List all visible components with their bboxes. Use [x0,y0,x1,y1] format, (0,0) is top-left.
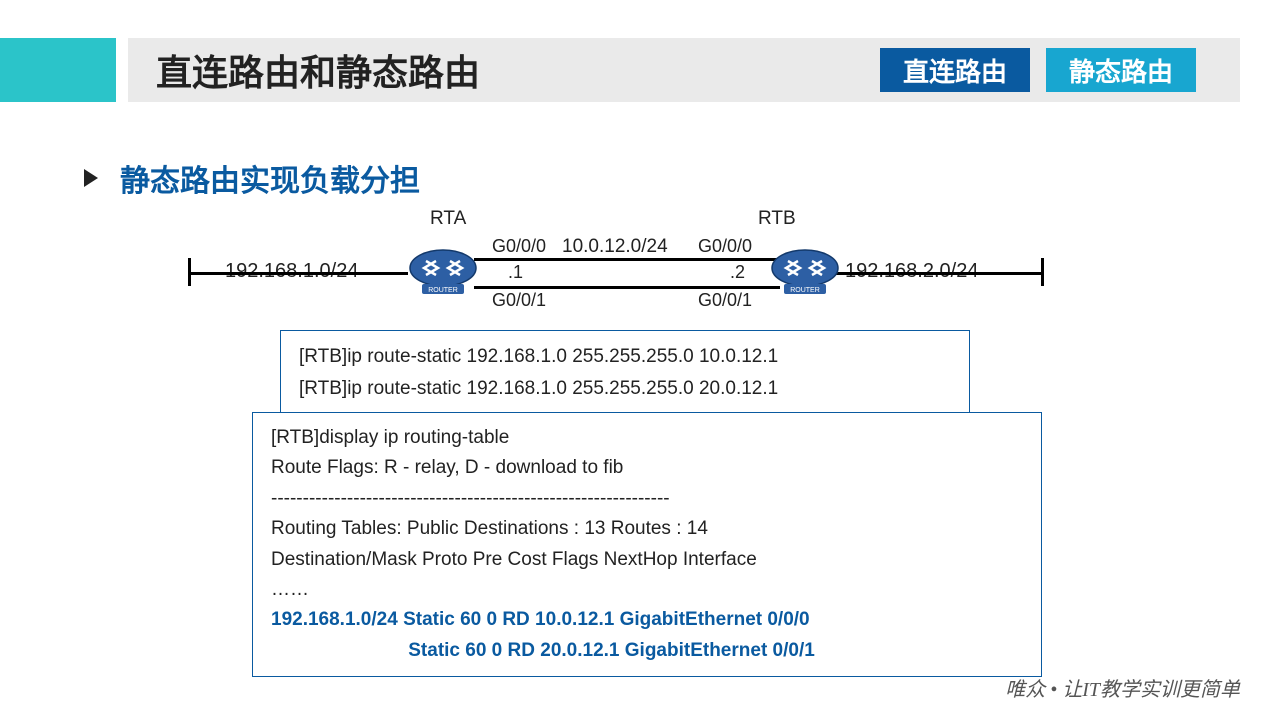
subtitle-row: 静态路由实现负载分担 [84,156,420,200]
output-line: Route Flags: R - relay, D - download to … [271,453,1023,483]
header: 直连路由和静态路由 直连路由 静态路由 [0,38,1280,102]
rtb-label: RTB [758,208,796,230]
router-rta-icon: ROUTER [408,246,478,294]
tab-static-route[interactable]: 静态路由 [1046,48,1196,92]
svg-text:ROUTER: ROUTER [428,287,458,294]
tab-direct-route[interactable]: 直连路由 [880,48,1030,92]
right-stub-line [824,272,1044,275]
output-line: …… [271,575,1023,605]
right-tick [1041,258,1044,286]
config-line: [RTB]ip route-static 192.168.1.0 255.255… [299,373,951,405]
route-entry: Static 60 0 RD 20.0.12.1 GigabitEthernet… [271,636,1023,666]
addr-left: .1 [508,262,523,283]
subtitle: 静态路由实现负载分担 [120,156,420,200]
output-line: Routing Tables: Public Destinations : 13… [271,514,1023,544]
left-stub-line [188,272,408,275]
output-line: Destination/Mask Proto Pre Cost Flags Ne… [271,545,1023,575]
if-bot-left: G0/0/1 [492,290,546,311]
config-box: [RTB]ip route-static 192.168.1.0 255.255… [280,330,970,417]
network-diagram: RTA RTB 192.168.1.0/24 192.168.2.0/24 G0… [230,208,1000,328]
link-net: 10.0.12.0/24 [562,236,668,258]
router-rtb-icon: ROUTER [770,246,840,294]
accent-block [0,38,116,102]
left-tick [188,258,191,286]
bottom-link [474,286,780,289]
addr-right: .2 [730,262,745,283]
title-strip: 直连路由和静态路由 直连路由 静态路由 [128,38,1240,102]
top-link [474,258,780,261]
output-line: [RTB]display ip routing-table [271,423,1023,453]
output-separator: ----------------------------------------… [271,484,1023,514]
svg-text:ROUTER: ROUTER [790,287,820,294]
output-box: [RTB]display ip routing-table Route Flag… [252,412,1042,677]
bullet-icon [84,169,98,187]
config-line: [RTB]ip route-static 192.168.1.0 255.255… [299,341,951,373]
rta-label: RTA [430,208,466,230]
footer-slogan: 唯众 • 让IT教学实训更简单 [1005,673,1240,702]
if-bot-right: G0/0/1 [698,290,752,311]
if-top-right: G0/0/0 [698,236,752,257]
route-entry: 192.168.1.0/24 Static 60 0 RD 10.0.12.1 … [271,605,1023,635]
page-title: 直连路由和静态路由 [156,44,480,96]
if-top-left: G0/0/0 [492,236,546,257]
